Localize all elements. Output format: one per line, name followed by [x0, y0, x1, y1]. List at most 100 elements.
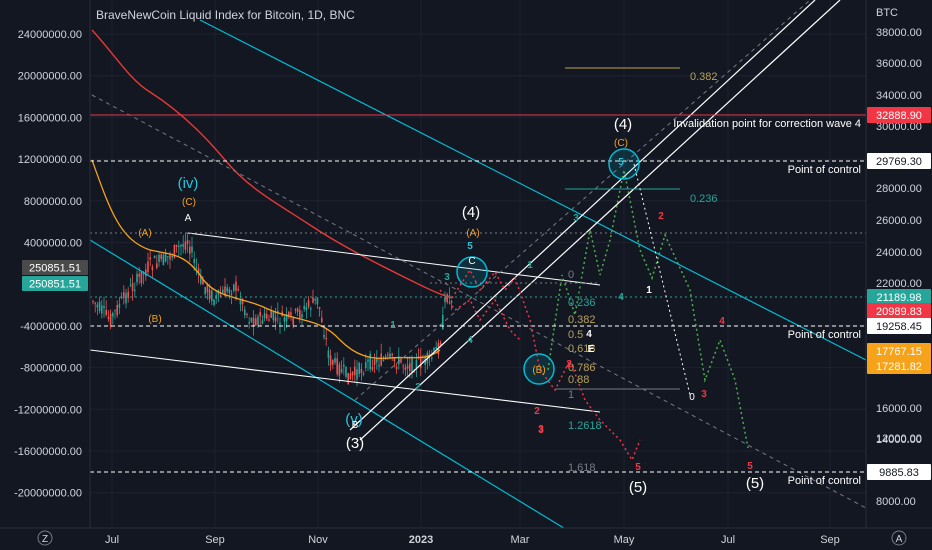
fib-level-label: 0.88	[568, 374, 589, 386]
svg-text:29769.30: 29769.30	[876, 156, 922, 168]
trendline-upper[interactable]	[199, 19, 867, 361]
candle-body	[162, 254, 165, 266]
candle-body	[125, 293, 127, 304]
candle-body	[301, 314, 303, 318]
rising-channel-upper[interactable]	[349, 0, 816, 431]
wave-label-number: 4	[586, 329, 592, 340]
candle-body	[433, 347, 435, 351]
wedge-lower[interactable]	[89, 349, 601, 413]
candle-body	[213, 299, 215, 305]
projection-red-short[interactable]	[439, 289, 521, 341]
svg-text:250851.51: 250851.51	[29, 263, 81, 275]
candle-body	[235, 281, 237, 291]
left-axis-tick-label: -12000000.00	[14, 404, 82, 416]
candle-body	[299, 309, 301, 319]
candle-body	[200, 275, 202, 284]
ma-short-line	[91, 159, 441, 360]
wave-label-number: 3	[538, 425, 544, 436]
candle-body	[398, 356, 400, 365]
candle-body	[292, 318, 294, 325]
left-axis-tag: 250851.51	[22, 260, 88, 275]
fib-level-label: 0.5	[568, 329, 583, 341]
time-axis-tick-label: 2023	[409, 534, 433, 546]
candle-body	[197, 268, 200, 274]
candle-body	[312, 297, 314, 303]
projection-red[interactable]	[451, 268, 641, 462]
right-axis-tick-label: 34000.00	[876, 90, 922, 102]
candle-body	[129, 285, 132, 287]
candle-body	[145, 269, 147, 277]
rising-channel-mid[interactable]	[354, 0, 811, 401]
right-axis-area[interactable]	[866, 0, 932, 528]
time-axis-area[interactable]	[0, 528, 932, 550]
logo-icon[interactable]	[37, 530, 53, 546]
candle-body	[290, 312, 292, 316]
wave-label-major: (5)	[629, 479, 647, 496]
left-axis[interactable]: 24000000.00 20000000.00 16000000.00 1200000…	[14, 29, 88, 500]
wave-b-circle[interactable]	[523, 353, 555, 385]
candle-body	[230, 293, 233, 295]
wave-label-number: 1	[390, 320, 396, 331]
candle-body	[345, 366, 347, 377]
candle-body	[118, 304, 121, 308]
level-label: Invalidation point for correction wave 4	[673, 118, 861, 130]
wave-label-point: B	[352, 420, 359, 431]
wave-label-number: 3	[444, 272, 450, 283]
svg-text:19258.45: 19258.45	[876, 321, 922, 333]
time-axis-tick-label: May	[614, 534, 635, 546]
candle-body	[387, 354, 389, 356]
left-axis-tick-label: 12000000.00	[18, 154, 82, 166]
wave-label-number: 4	[618, 292, 624, 303]
descending-median[interactable]	[91, 94, 867, 509]
wedge-upper[interactable]	[187, 232, 601, 286]
svg-text:250851.51: 250851.51	[29, 279, 81, 291]
right-axis-tag: 21189.98	[867, 289, 931, 305]
wave-label-major: (v)	[345, 411, 363, 428]
candle-body	[211, 290, 213, 302]
wave-c-circle[interactable]	[456, 256, 488, 288]
candle-body	[103, 306, 105, 309]
candle-body	[250, 318, 253, 322]
right-axis-tag: 20989.83	[867, 303, 931, 319]
candle-body	[92, 300, 94, 303]
candle-body	[149, 257, 151, 260]
wave-label-number: E	[588, 344, 595, 355]
wave-label-number: 3	[538, 424, 544, 435]
horizontal-levels[interactable]: Invalidation point for correction wave 4…	[673, 118, 861, 487]
candle-body	[329, 355, 332, 366]
wave-label-number: 5	[747, 461, 753, 472]
auto-scale-icon[interactable]	[891, 530, 907, 546]
auto-scale-icon-glyph: A	[896, 534, 903, 545]
rising-channel-lower[interactable]	[359, 0, 841, 441]
candle-body	[202, 279, 204, 285]
wave-label-number: 2	[534, 406, 540, 417]
candle-body	[171, 255, 173, 258]
wave-4-circle[interactable]	[608, 148, 640, 180]
candle-body	[208, 289, 211, 300]
wave-label-abc: (A)	[466, 228, 479, 239]
wave-label-number: 4	[719, 316, 725, 327]
right-axis[interactable]: BTC 38000.00 36000.00 34000.00 30000.00 28000…	[867, 7, 931, 508]
trendline-lower[interactable]	[89, 239, 601, 550]
right-axis-tick-label: 12000.00	[876, 433, 922, 445]
candle-body	[180, 244, 182, 247]
projection-green[interactable]	[547, 169, 749, 449]
time-axis[interactable]: Jul Sep Nov 2023 Mar May Jul Sep	[105, 534, 840, 546]
time-axis-tick-label: Sep	[205, 534, 225, 546]
drawings[interactable]	[89, 0, 867, 550]
candle-body	[224, 286, 226, 297]
candle-body	[305, 307, 308, 311]
candle-body	[362, 373, 365, 375]
candle-body	[448, 295, 451, 297]
candle-body	[435, 347, 437, 350]
candle-body	[123, 292, 125, 298]
right-axis-tick-label: 8000.00	[876, 496, 916, 508]
candle-body	[442, 314, 444, 330]
right-axis-tag: 29769.30	[867, 153, 931, 169]
candle-body	[338, 364, 341, 376]
right-axis-tick-label: 26000.00	[876, 215, 922, 227]
candle-body	[439, 342, 442, 346]
right-axis-tick-label: 30000.00	[876, 121, 922, 133]
